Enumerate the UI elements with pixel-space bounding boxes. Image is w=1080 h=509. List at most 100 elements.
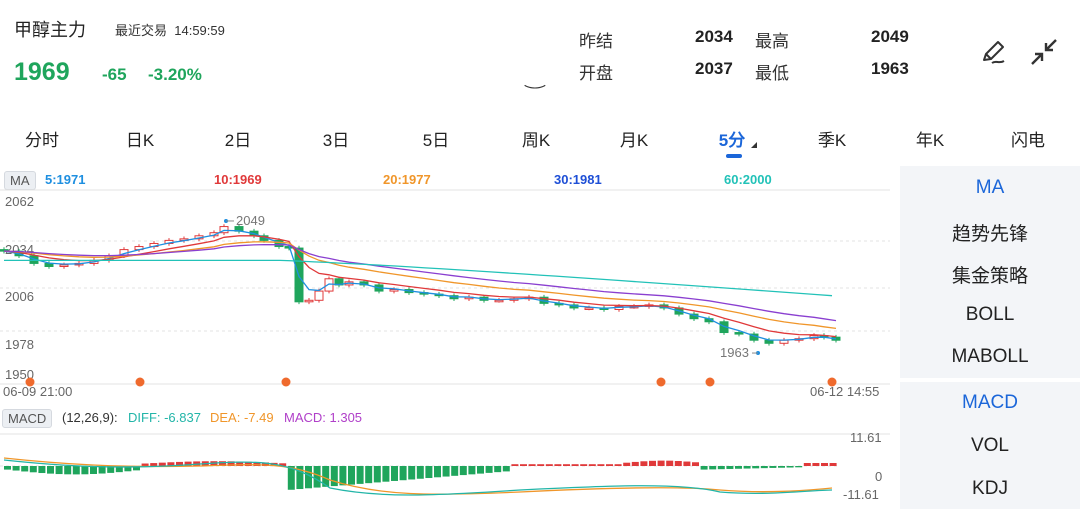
macd-dea: DEA: -7.49	[210, 410, 274, 425]
ma-item-3: 30:1981	[554, 172, 602, 187]
sub-indicator-2[interactable]: KDJ	[972, 478, 1008, 499]
macd-bar	[287, 466, 295, 490]
macd-bar	[365, 466, 373, 484]
macd-bar	[408, 466, 416, 480]
tab-6[interactable]: 月K	[619, 131, 649, 150]
low-marker-label: 1963	[720, 345, 749, 360]
macd-bar	[12, 466, 20, 471]
macd-bar	[769, 466, 777, 468]
macd-bar	[614, 464, 622, 466]
macd-bar	[623, 462, 631, 466]
tab-2[interactable]: 2日	[224, 131, 252, 150]
macd-diff-line	[3, 459, 833, 496]
macd-bar	[477, 466, 484, 474]
macd-bar	[279, 463, 287, 466]
tab-4[interactable]: 5日	[422, 131, 450, 150]
candlestick-chart[interactable]: 2062203420061978195020491963	[0, 188, 900, 400]
macd-bar	[485, 466, 493, 473]
x-axis-start: 06-09 21:00	[3, 384, 73, 399]
macd-bar	[373, 466, 381, 483]
candle-body	[494, 299, 504, 303]
macd-bar	[90, 466, 97, 474]
tab-1[interactable]: 日K	[125, 131, 155, 150]
macd-bar	[528, 464, 536, 466]
macd-bar	[399, 466, 407, 481]
macd-bar	[829, 463, 837, 466]
tab-10[interactable]: 闪电	[1011, 131, 1045, 150]
last-price: 1969	[14, 58, 70, 86]
tab-dropdown-caret-icon[interactable]	[751, 142, 757, 148]
macd-bar	[262, 462, 269, 466]
ma-tag[interactable]: MA	[4, 171, 36, 190]
macd-bar	[649, 460, 656, 466]
high-value: 2049	[871, 27, 909, 46]
macd-bar	[382, 466, 390, 482]
ma-item-2: 20:1977	[383, 172, 431, 187]
sub-indicator-1[interactable]: VOL	[970, 435, 1010, 456]
macd-bar	[434, 466, 441, 478]
tab-0[interactable]: 分时	[25, 131, 59, 150]
tab-8[interactable]: 季K	[817, 131, 847, 150]
event-marker-dot[interactable]	[705, 377, 715, 387]
collapse-arrows-icon[interactable]	[1028, 36, 1060, 73]
macd-bar	[674, 460, 682, 466]
macd-bar	[416, 466, 424, 479]
macd-bar	[468, 466, 476, 475]
tab-7[interactable]: 5分	[718, 131, 746, 150]
macd-bar	[597, 464, 605, 466]
macd-bar	[537, 464, 545, 466]
y-axis-label-2: 2006	[5, 289, 34, 304]
macd-chart[interactable]: 11.61 0 -11.61	[0, 430, 900, 509]
high-label: 最高	[755, 32, 789, 51]
macd-bar	[743, 466, 751, 469]
price-change: -65	[102, 65, 127, 84]
macd-bar	[735, 466, 742, 469]
tab-9[interactable]: 年K	[915, 131, 945, 150]
macd-bar	[631, 461, 639, 466]
pen-draw-icon[interactable]	[978, 36, 1010, 73]
macd-bar	[72, 466, 80, 475]
candle-body	[219, 226, 229, 234]
candle-body	[324, 278, 334, 292]
main-indicator-0[interactable]: MA	[975, 177, 1005, 198]
tab-5[interactable]: 周K	[521, 131, 551, 150]
macd-bar	[580, 464, 588, 466]
macd-bar	[313, 466, 321, 488]
macd-params: (12,26,9):	[62, 410, 118, 425]
macd-bar	[571, 464, 579, 466]
macd-bar	[606, 464, 613, 466]
main-indicator-2[interactable]: 集金策略	[951, 266, 1028, 287]
main-indicator-1[interactable]: 趋势先锋	[951, 224, 1028, 245]
main-indicator-panel	[900, 166, 1080, 378]
macd-axis-label-0: 11.61	[850, 430, 882, 445]
macd-tag[interactable]: MACD	[2, 409, 53, 428]
macd-bar	[296, 466, 304, 490]
macd-bar	[38, 466, 46, 474]
event-marker-dot[interactable]	[656, 377, 666, 387]
candle-body	[209, 232, 219, 237]
expand-chevron-icon[interactable]: ︶	[523, 84, 547, 100]
main-indicator-4[interactable]: MABOLL	[951, 346, 1029, 367]
macd-bar	[700, 466, 708, 470]
macd-bar	[657, 460, 665, 466]
sub-indicator-0[interactable]: MACD	[962, 392, 1018, 413]
event-marker-dot[interactable]	[135, 377, 145, 387]
event-marker-dot[interactable]	[281, 377, 291, 387]
prev-settle-value: 2034	[695, 27, 733, 46]
event-marker-dot[interactable]	[25, 377, 35, 387]
macd-bar	[717, 466, 725, 470]
ma-item-0: 5:1971	[45, 172, 86, 187]
event-marker-dot[interactable]	[827, 377, 837, 387]
macd-bar	[322, 466, 330, 487]
macd-bar	[236, 461, 244, 466]
macd-bar	[29, 466, 37, 473]
macd-bar	[124, 466, 132, 472]
macd-bar	[330, 466, 338, 487]
macd-bar	[494, 466, 502, 473]
macd-bar	[348, 466, 355, 485]
active-tab-indicator	[726, 154, 742, 158]
main-indicator-3[interactable]: BOLL	[965, 304, 1015, 325]
tab-3[interactable]: 3日	[322, 131, 350, 150]
open-value: 2037	[695, 59, 733, 78]
macd-bar	[47, 466, 54, 474]
